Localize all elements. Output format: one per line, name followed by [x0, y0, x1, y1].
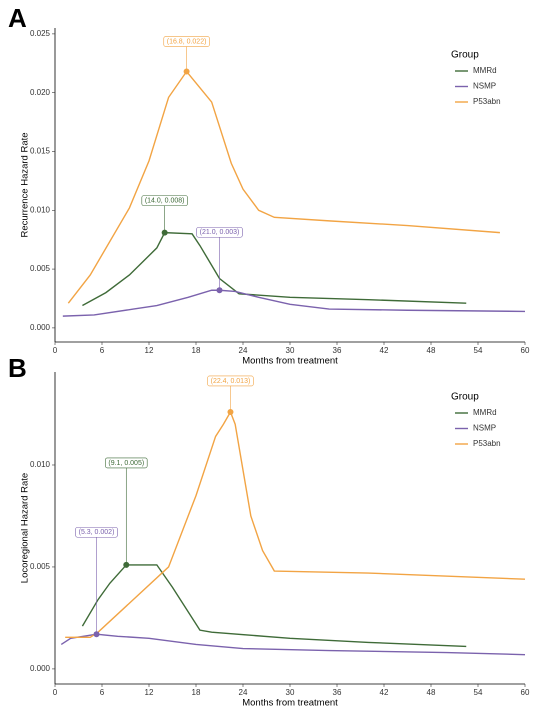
- legend-label: NSMP: [473, 424, 496, 433]
- y-tick-label: 0.000: [30, 323, 51, 332]
- x-tick-label: 30: [286, 688, 295, 697]
- y-tick-label: 0.010: [30, 205, 51, 214]
- annotation-point: [123, 561, 130, 568]
- annotation-box: [207, 375, 254, 387]
- annotation-label: (5.3, 0.002): [79, 529, 115, 536]
- x-tick-label: 0: [53, 346, 58, 355]
- legend-title: Group: [451, 50, 479, 61]
- y-tick-label: 0.005: [30, 264, 51, 273]
- x-tick-label: 12: [145, 688, 154, 697]
- annotation-point: [161, 229, 168, 236]
- panel-label: A: [8, 3, 27, 33]
- annotation-label: (22.4, 0.013): [211, 378, 251, 385]
- x-tick-label: 18: [192, 688, 201, 697]
- annotation-label: (14.0, 0.008): [145, 197, 185, 204]
- x-tick-label: 30: [286, 346, 295, 355]
- series-line: [67, 70, 500, 304]
- x-axis-title: Months from treatment: [242, 698, 338, 709]
- y-tick-label: 0.010: [30, 460, 51, 469]
- annotation-label: (9.1, 0.005): [108, 460, 144, 467]
- x-tick-label: 6: [100, 346, 105, 355]
- legend-label: NSMP: [473, 82, 496, 91]
- y-tick-label: 0.015: [30, 147, 51, 156]
- legend-label: P53abn: [473, 97, 501, 106]
- x-tick-label: 54: [474, 346, 483, 355]
- x-tick-label: 60: [521, 688, 530, 697]
- x-tick-label: 36: [333, 688, 342, 697]
- x-tick-label: 60: [521, 346, 530, 355]
- x-tick-label: 48: [427, 346, 436, 355]
- annotation-box: [105, 457, 148, 469]
- y-tick-label: 0.005: [30, 562, 51, 571]
- annotation-box: [196, 226, 243, 238]
- x-tick-label: 6: [100, 688, 105, 697]
- x-tick-label: 12: [145, 346, 154, 355]
- x-tick-label: 48: [427, 688, 436, 697]
- x-tick-label: 42: [380, 346, 389, 355]
- annotation-point: [227, 408, 234, 415]
- x-tick-label: 54: [474, 688, 483, 697]
- annotation-point: [216, 287, 223, 294]
- annotation-label: (21.0, 0.003): [200, 229, 240, 236]
- y-axis-title: Locoregional Hazard Rate: [20, 473, 31, 583]
- annotation-box: [75, 526, 118, 538]
- x-tick-label: 36: [333, 346, 342, 355]
- series-line: [82, 231, 467, 307]
- y-tick-label: 0.020: [30, 88, 51, 97]
- legend-label: MMRd: [473, 66, 497, 75]
- series-line: [60, 633, 526, 656]
- x-tick-label: 24: [239, 346, 248, 355]
- annotation-box: [163, 36, 210, 47]
- annotation-point: [93, 631, 100, 638]
- x-tick-label: 18: [192, 346, 201, 355]
- y-tick-label: 0.025: [30, 29, 51, 38]
- x-axis-title: Months from treatment: [242, 356, 338, 367]
- y-tick-label: 0.000: [30, 664, 51, 673]
- x-tick-label: 24: [239, 688, 248, 697]
- legend-label: MMRd: [473, 408, 497, 417]
- series-line: [81, 564, 467, 648]
- series-line: [65, 410, 526, 638]
- annotation-point: [183, 68, 190, 75]
- annotation-label: (16.8, 0.022): [167, 38, 207, 45]
- x-tick-label: 42: [380, 688, 389, 697]
- x-tick-label: 0: [53, 688, 58, 697]
- legend-title: Group: [451, 392, 479, 403]
- annotation-box: [141, 195, 188, 206]
- panel-label: B: [8, 353, 27, 383]
- y-axis-title: Recurrence Hazard Rate: [20, 132, 31, 237]
- legend-label: P53abn: [473, 439, 501, 448]
